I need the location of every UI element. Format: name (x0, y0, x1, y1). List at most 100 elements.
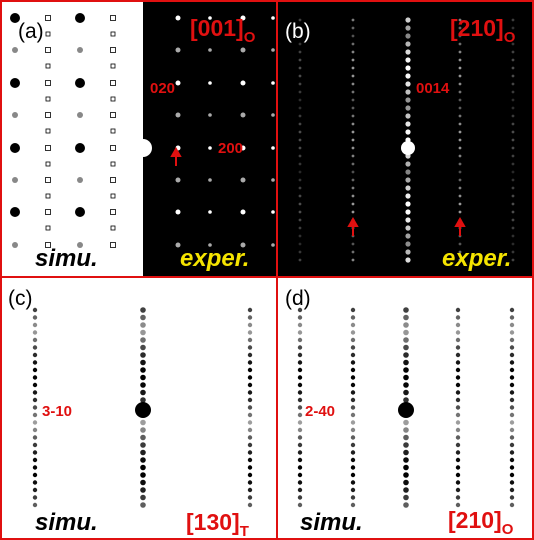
spot (175, 15, 181, 21)
spot (403, 314, 409, 321)
spot (140, 464, 146, 471)
spot (405, 97, 411, 103)
spot (403, 374, 409, 381)
spot (298, 130, 302, 134)
spot (247, 367, 253, 373)
spot (297, 457, 303, 463)
spot (45, 145, 51, 151)
spot (75, 207, 85, 217)
spot (175, 209, 181, 215)
spot (140, 314, 146, 321)
spot (140, 322, 146, 328)
spot (509, 390, 515, 395)
spot (297, 322, 303, 328)
spot (509, 307, 515, 313)
spot (403, 337, 409, 343)
spot (351, 154, 355, 158)
spot (511, 226, 515, 230)
spot (240, 209, 246, 215)
spot (140, 337, 146, 343)
spot (32, 390, 38, 395)
spot (247, 337, 253, 343)
spot (351, 82, 355, 86)
spot (45, 96, 51, 102)
spot (458, 122, 462, 126)
spot (297, 450, 303, 455)
spot (175, 112, 181, 118)
spot (140, 487, 146, 493)
spot (509, 412, 515, 418)
spot (12, 112, 18, 118)
spot (140, 434, 146, 441)
spot (351, 34, 355, 38)
spot (351, 146, 355, 150)
spot (32, 427, 38, 433)
spot (350, 420, 356, 425)
spot (405, 249, 411, 255)
spot (32, 435, 38, 440)
spot (403, 502, 409, 508)
spot (405, 225, 411, 231)
spot (298, 42, 302, 46)
spot (403, 464, 409, 471)
spot (509, 337, 515, 343)
spot (247, 480, 253, 485)
spot (247, 502, 253, 508)
spot (511, 242, 515, 246)
spot (351, 178, 355, 182)
spot (298, 26, 302, 30)
spot (350, 495, 356, 500)
spot (405, 113, 411, 119)
spot (32, 367, 38, 373)
spot (208, 243, 212, 247)
spot (298, 122, 302, 126)
spot (32, 397, 38, 403)
spot (455, 390, 461, 395)
spot (511, 186, 515, 190)
spot (509, 345, 515, 350)
spot (297, 337, 303, 343)
spot (298, 194, 302, 198)
spot (110, 128, 116, 134)
spot (403, 397, 409, 403)
spot (511, 202, 515, 206)
spot (405, 73, 411, 79)
spot (350, 315, 356, 320)
spot (455, 465, 461, 470)
spot (403, 434, 409, 441)
spot (509, 450, 515, 455)
spot (297, 442, 303, 448)
spot (511, 194, 515, 198)
spot (458, 34, 462, 38)
spot (351, 50, 355, 54)
spot (455, 450, 461, 455)
spot (140, 404, 146, 411)
spot (240, 242, 246, 248)
spot (509, 360, 515, 365)
spot (509, 322, 515, 328)
spot (351, 42, 355, 46)
spot (298, 210, 302, 214)
spot (405, 105, 411, 111)
spot (12, 47, 18, 53)
spot (405, 145, 411, 151)
spot (247, 390, 253, 395)
spot (458, 74, 462, 78)
spot (297, 307, 303, 313)
spot (405, 49, 411, 55)
spot (509, 495, 515, 500)
spot (511, 114, 515, 118)
spot (458, 138, 462, 142)
spot (140, 472, 146, 478)
spot (240, 15, 246, 21)
spot-label: 2-40 (305, 403, 335, 420)
spot (77, 242, 83, 248)
spot (350, 345, 356, 350)
spot (351, 18, 355, 22)
spot (351, 130, 355, 134)
spot (247, 322, 253, 328)
spot (297, 315, 303, 320)
spot (455, 382, 461, 388)
spot (351, 162, 355, 166)
spot (509, 427, 515, 433)
